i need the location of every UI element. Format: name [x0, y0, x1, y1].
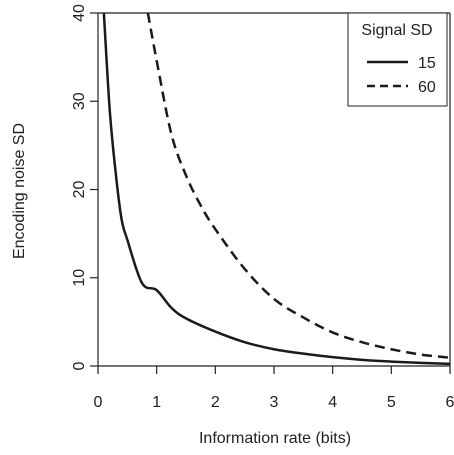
- legend-label-15: 15: [418, 55, 436, 72]
- x-tick-label-6: 6: [446, 394, 454, 411]
- x-axis-label: Information rate (bits): [199, 430, 351, 447]
- series-line-60: [146, 12, 451, 359]
- x-tick-label-3: 3: [270, 394, 279, 411]
- y-axis-label: Encoding noise SD: [11, 123, 28, 259]
- series-line-15: [102, 12, 451, 366]
- x-tick-label-1: 1: [152, 394, 161, 411]
- x-axis: 0 1 2 3 4 5 6: [94, 366, 454, 411]
- legend-box: [347, 12, 448, 107]
- y-tick-label-40: 40: [71, 4, 88, 22]
- x-tick-label-4: 4: [328, 394, 337, 411]
- y-tick-label-20: 20: [71, 181, 88, 199]
- y-tick-label-30: 30: [71, 92, 88, 110]
- legend: Signal SD 15 60: [347, 12, 448, 107]
- x-tick-label-0: 0: [94, 394, 103, 411]
- x-tick-label-2: 2: [211, 394, 220, 411]
- x-tick-label-5: 5: [387, 394, 396, 411]
- y-tick-label-10: 10: [71, 269, 88, 287]
- y-tick-label-0: 0: [71, 361, 88, 370]
- y-axis: 0 10 20 30 40: [71, 4, 98, 370]
- legend-label-60: 60: [418, 79, 436, 96]
- series-layer: [102, 12, 451, 366]
- legend-title: Signal SD: [361, 22, 432, 39]
